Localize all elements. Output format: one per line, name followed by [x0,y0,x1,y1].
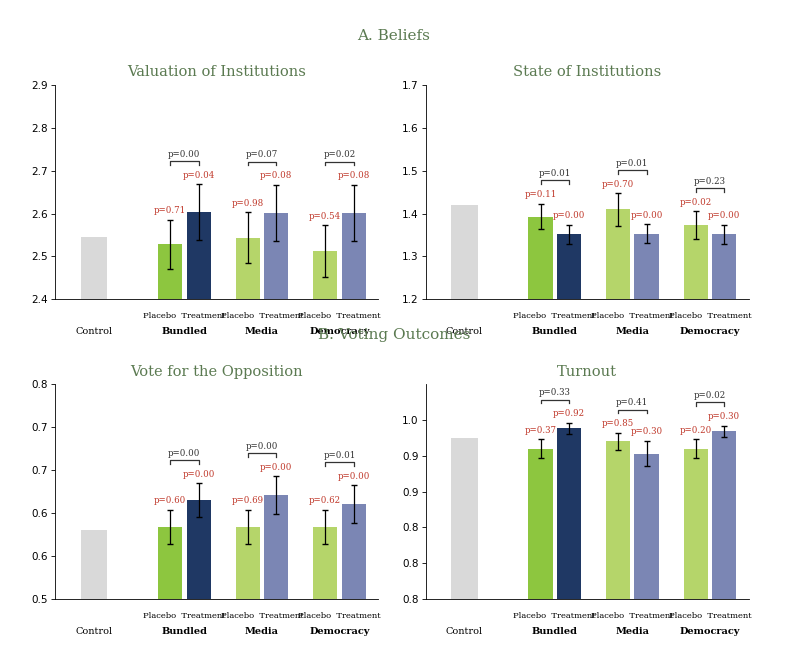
Text: p=0.01: p=0.01 [538,169,571,178]
Text: p=0.71: p=0.71 [154,206,186,215]
Text: p=0.00: p=0.00 [337,472,370,481]
Bar [606,441,630,599]
Text: p=0.30: p=0.30 [708,412,740,421]
Text: Control: Control [76,327,113,337]
Bar [712,432,736,599]
Text: p=0.01: p=0.01 [323,451,355,460]
Bar [606,209,630,299]
Text: p=0.00: p=0.00 [630,211,663,220]
Text: p=0.08: p=0.08 [260,171,292,180]
Text: Media: Media [245,327,279,337]
Text: p=0.00: p=0.00 [168,449,201,458]
Bar [264,495,288,599]
Text: Placebo  Treatment: Placebo Treatment [668,312,751,320]
Text: Placebo  Treatment: Placebo Treatment [298,312,381,320]
Text: Democracy: Democracy [679,327,740,337]
Text: p=0.00: p=0.00 [260,463,292,472]
Text: p=0.37: p=0.37 [525,426,556,435]
Title: Valuation of Institutions: Valuation of Institutions [128,65,306,79]
Text: Placebo  Treatment: Placebo Treatment [298,612,381,620]
Bar [451,438,478,599]
Text: p=0.70: p=0.70 [602,180,634,189]
Bar [451,205,478,299]
Text: Bundled: Bundled [532,327,578,337]
Text: p=0.54: p=0.54 [309,212,341,221]
Text: Placebo  Treatment: Placebo Treatment [668,612,751,620]
Bar [342,505,366,599]
Title: Turnout: Turnout [557,365,617,379]
Bar [634,454,659,599]
Text: Democracy: Democracy [309,627,370,636]
Text: p=0.00: p=0.00 [182,469,215,478]
Text: p=0.23: p=0.23 [693,176,726,186]
Text: p=0.00: p=0.00 [708,212,740,221]
Bar [236,527,260,599]
Text: Media: Media [245,627,279,636]
Text: Placebo  Treatment: Placebo Treatment [591,312,674,320]
Bar [557,428,581,599]
Text: p=0.08: p=0.08 [337,171,370,180]
Text: p=0.62: p=0.62 [309,496,341,505]
Text: A. Beliefs: A. Beliefs [358,29,430,43]
Text: Media: Media [615,627,649,636]
Text: Placebo  Treatment: Placebo Treatment [221,612,303,620]
Bar [557,234,581,299]
Bar [342,213,366,299]
Bar [187,212,210,299]
Text: p=0.11: p=0.11 [524,190,557,199]
Bar [683,449,708,599]
Bar [712,234,736,299]
Text: Bundled: Bundled [162,627,207,636]
Bar [264,213,288,299]
Bar [158,527,182,599]
Text: p=0.98: p=0.98 [232,199,264,208]
Text: p=0.33: p=0.33 [539,389,571,397]
Bar [187,500,210,599]
Text: p=0.07: p=0.07 [246,150,278,159]
Text: p=0.02: p=0.02 [323,150,355,159]
Text: Placebo  Treatment: Placebo Treatment [143,612,225,620]
Text: Control: Control [446,627,483,636]
Bar [313,527,337,599]
Title: State of Institutions: State of Institutions [513,65,661,79]
Text: Placebo  Treatment: Placebo Treatment [221,312,303,320]
Text: p=0.02: p=0.02 [693,391,726,400]
Text: p=0.02: p=0.02 [679,198,712,206]
Text: Control: Control [446,327,483,337]
Text: p=0.20: p=0.20 [679,426,712,435]
Text: Placebo  Treatment: Placebo Treatment [514,312,596,320]
Bar [236,238,260,299]
Text: p=0.92: p=0.92 [553,409,585,419]
Bar [158,245,182,299]
Bar [683,225,708,299]
Text: p=0.85: p=0.85 [602,419,634,428]
Text: p=0.01: p=0.01 [616,159,649,167]
Text: Bundled: Bundled [162,327,207,337]
Bar [529,217,552,299]
Text: Bundled: Bundled [532,627,578,636]
Text: Placebo  Treatment: Placebo Treatment [591,612,674,620]
Text: p=0.00: p=0.00 [246,441,278,450]
Text: Placebo  Treatment: Placebo Treatment [514,612,596,620]
Text: p=0.30: p=0.30 [630,427,663,436]
Text: p=0.04: p=0.04 [183,171,215,180]
Text: p=0.00: p=0.00 [168,150,201,159]
Text: p=0.41: p=0.41 [616,398,649,408]
Bar [80,237,107,299]
Text: Media: Media [615,327,649,337]
Text: p=0.00: p=0.00 [552,212,585,221]
Text: Democracy: Democracy [309,327,370,337]
Bar [529,449,552,599]
Bar [634,234,659,299]
Title: Vote for the Opposition: Vote for the Opposition [130,365,303,379]
Text: p=0.60: p=0.60 [154,496,186,505]
Text: Democracy: Democracy [679,627,740,636]
Bar [313,251,337,299]
Text: Control: Control [76,627,113,636]
Text: p=0.69: p=0.69 [232,496,264,505]
Bar [80,530,107,599]
Text: B. Voting Outcomes: B. Voting Outcomes [318,328,470,342]
Text: Placebo  Treatment: Placebo Treatment [143,312,225,320]
